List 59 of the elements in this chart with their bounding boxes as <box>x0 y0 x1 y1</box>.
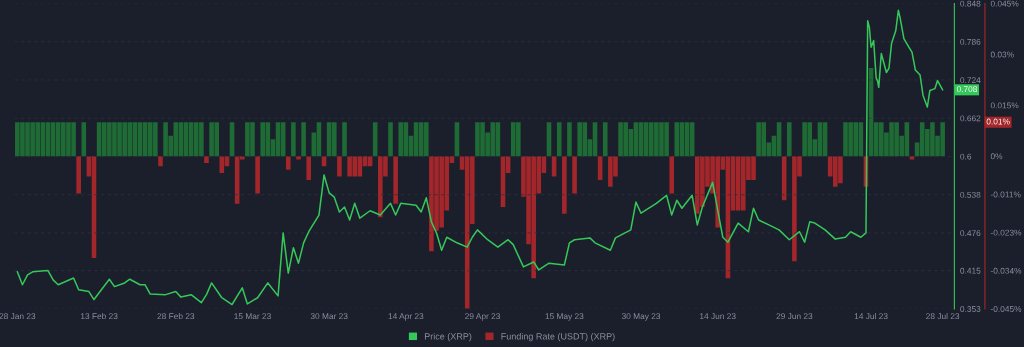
x-tick-label: 15 May 23 <box>545 313 584 321</box>
text: 0.01% <box>986 118 1010 125</box>
y-tick-label: 0.476 <box>960 230 981 237</box>
bar <box>158 156 163 167</box>
y2-tick-label: -0.045% <box>990 306 1022 312</box>
y2-tick-label: -0.034% <box>990 267 1022 274</box>
bar <box>204 156 209 163</box>
bar <box>291 122 296 157</box>
bar <box>388 122 393 157</box>
x-tick-label: 14 Jul 23 <box>854 313 888 320</box>
x-tick-label: 28 Jul 23 <box>926 313 960 320</box>
x-tick-label: 15 Mar 23 <box>234 313 271 320</box>
y2-tick-label: -0.011% <box>990 191 1021 198</box>
bar <box>602 122 608 157</box>
bar <box>306 156 312 180</box>
y2-tick-label: 0.045% <box>990 0 1019 7</box>
bar <box>331 122 337 157</box>
bar <box>296 156 301 160</box>
legend-label: Funding Rate (USDT) (XRP) <box>501 332 615 342</box>
x-tick-label: 14 Apr 23 <box>388 313 424 321</box>
x-tick-label: 29 Jun 23 <box>776 313 813 320</box>
bar <box>572 156 577 194</box>
bar <box>786 122 792 157</box>
x-tick-label: 30 Mar 23 <box>310 313 348 320</box>
x-tick-label: 28 Feb 23 <box>157 313 195 320</box>
y2-tick-label: -0.023% <box>990 229 1022 236</box>
y-tick-label: 0.415 <box>960 267 981 274</box>
x-tick-label: 29 Apr 23 <box>465 313 501 321</box>
y-tick-label: 0.848 <box>960 0 981 7</box>
y2-tick-label: 0.03% <box>990 51 1014 58</box>
bar <box>562 156 567 214</box>
bar <box>76 156 81 194</box>
bar <box>342 122 347 157</box>
y-tick-label: 0.662 <box>960 115 981 122</box>
y-tick-label: 0.6 <box>960 153 972 160</box>
x-tick-label: 30 May 23 <box>621 313 661 321</box>
x-tick-label: 13 Feb 23 <box>80 313 118 320</box>
bar <box>393 156 398 204</box>
y-tick-label: 0.538 <box>960 191 981 198</box>
x-tick-label: 28 Jan 23 <box>0 313 36 320</box>
bar <box>81 122 87 157</box>
y-tick-label: 0.353 <box>960 306 981 312</box>
y2-tick-label: 0% <box>990 153 1003 160</box>
bar <box>669 156 674 194</box>
bar <box>556 122 562 157</box>
bar <box>337 156 342 177</box>
annotation: 0.708 <box>956 86 978 93</box>
legend-label: Price (XRP) <box>424 332 472 342</box>
bar <box>255 156 260 194</box>
bar <box>285 156 291 170</box>
x-tick-label: 14 Jun 23 <box>700 313 736 320</box>
bar <box>260 122 266 157</box>
line-series <box>16 9 944 306</box>
bar <box>301 122 306 157</box>
y-tick-label: 0.786 <box>960 38 981 45</box>
bar <box>567 122 572 157</box>
y-tick-label: 0.724 <box>960 77 981 84</box>
y2-tick-label: 0.015% <box>990 102 1019 109</box>
bar <box>398 122 404 157</box>
